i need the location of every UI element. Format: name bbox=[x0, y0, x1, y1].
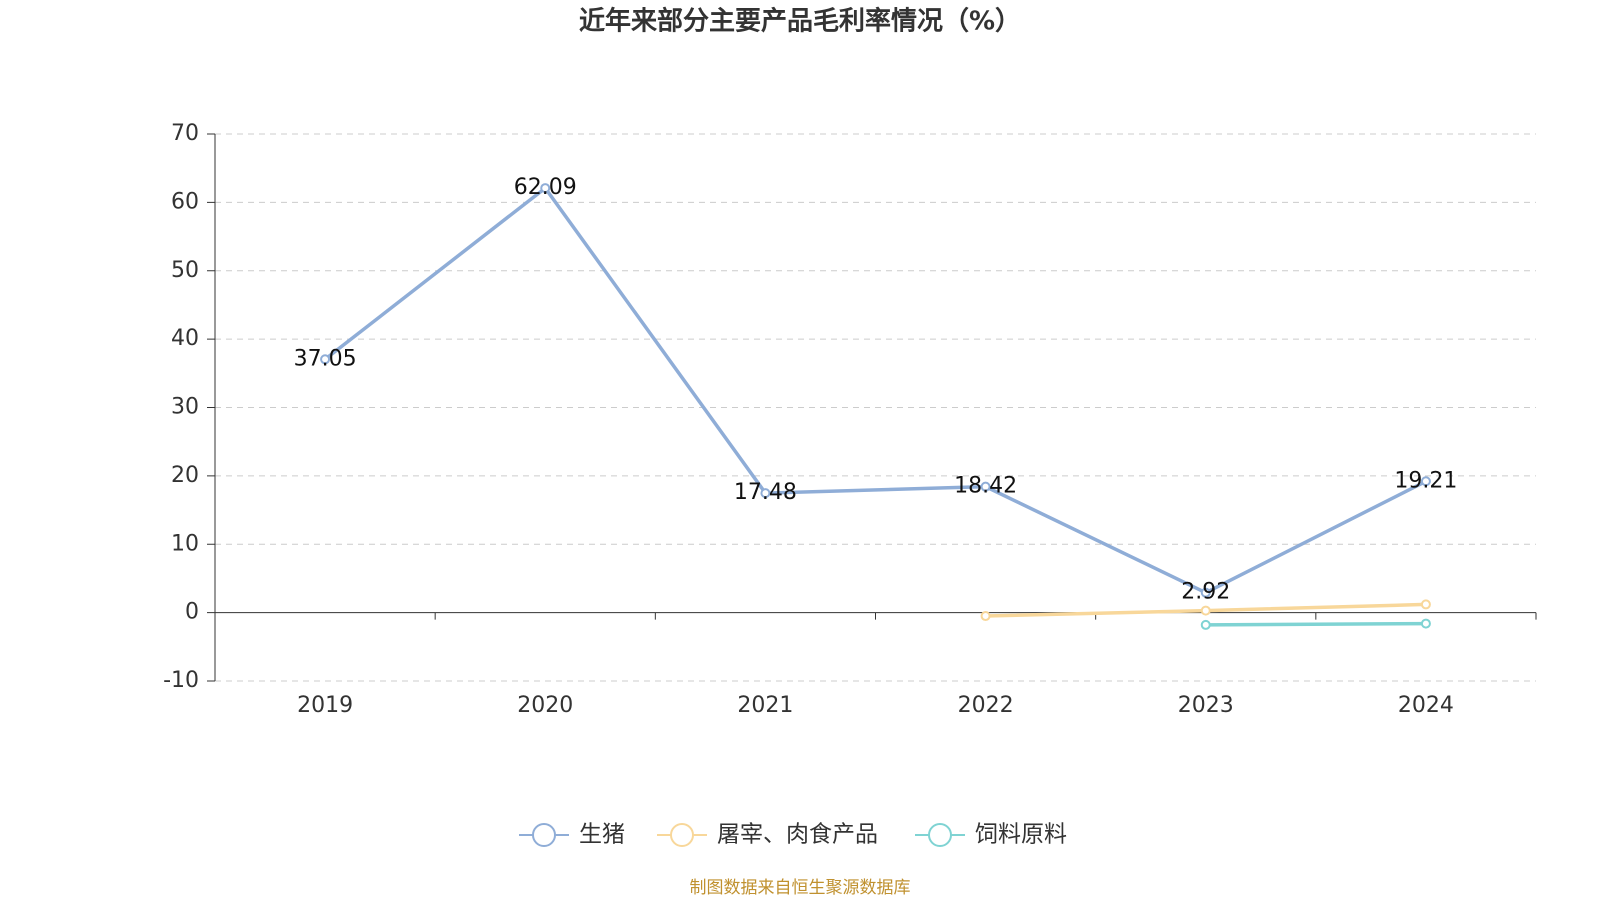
legend-marker bbox=[928, 823, 952, 847]
data-label: 37.05 bbox=[294, 346, 357, 371]
point bbox=[760, 488, 771, 499]
point bbox=[320, 354, 331, 365]
y-tick-label: 60 bbox=[171, 189, 199, 214]
legend-marker bbox=[532, 823, 556, 847]
point bbox=[980, 611, 991, 622]
x-tick-label: 2022 bbox=[958, 693, 1014, 718]
y-tick-label: 70 bbox=[171, 121, 199, 146]
y-tick-label: 0 bbox=[185, 600, 199, 625]
point bbox=[1420, 618, 1431, 629]
x-tick-label: 2020 bbox=[517, 693, 573, 718]
point bbox=[980, 481, 991, 492]
y-tick-label: 50 bbox=[171, 258, 199, 283]
point bbox=[1420, 599, 1431, 610]
data-label: 62.09 bbox=[514, 175, 577, 200]
data-label: 18.42 bbox=[954, 474, 1017, 499]
y-tick-label: 40 bbox=[171, 326, 199, 351]
point bbox=[1200, 605, 1211, 616]
legend-label: 生猪 bbox=[579, 822, 625, 848]
y-tick-label: -10 bbox=[163, 668, 199, 693]
point bbox=[540, 183, 551, 194]
data-label: 2.92 bbox=[1181, 580, 1230, 605]
legend-label: 饲料原料 bbox=[975, 822, 1067, 848]
y-tick-label: 20 bbox=[171, 463, 199, 488]
x-tick-label: 2019 bbox=[297, 693, 353, 718]
x-tick-label: 2023 bbox=[1178, 693, 1234, 718]
x-tick-label: 2021 bbox=[737, 693, 793, 718]
data-label: 17.48 bbox=[734, 480, 797, 505]
legend-label: 屠宰、肉食产品 bbox=[717, 822, 878, 848]
y-tick-label: 10 bbox=[171, 531, 199, 556]
legend-marker bbox=[670, 823, 694, 847]
point bbox=[1420, 476, 1431, 487]
data-label: 19.21 bbox=[1394, 468, 1457, 493]
point bbox=[1200, 619, 1211, 630]
y-tick-label: 30 bbox=[171, 395, 199, 420]
x-tick-label: 2024 bbox=[1398, 693, 1454, 718]
series-line bbox=[1205, 621, 1426, 627]
source-note: 制图数据来自恒生聚源数据库 bbox=[690, 878, 911, 898]
series-line bbox=[324, 185, 1427, 595]
point bbox=[1200, 587, 1211, 598]
chart-title: 近年来部分主要产品毛利率情况（%） bbox=[579, 6, 1021, 37]
